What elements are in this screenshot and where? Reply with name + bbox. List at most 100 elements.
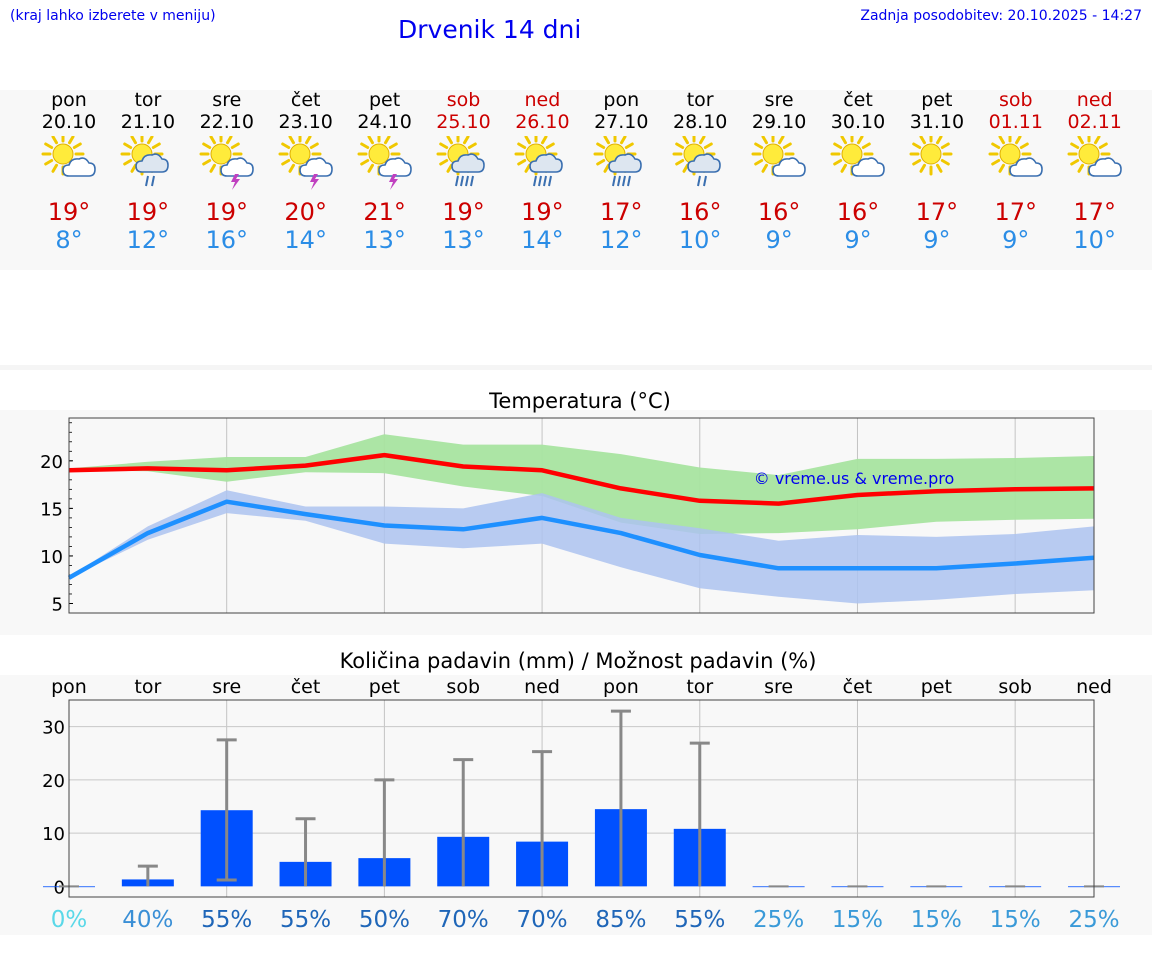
cloud-shape	[772, 157, 806, 177]
temperature-chart-title: Temperatura (°C)	[488, 389, 671, 413]
precip-probability: 55%	[201, 907, 252, 933]
divider	[0, 365, 1152, 370]
y-tick-label: 20	[42, 771, 65, 792]
day-name: pet	[921, 89, 953, 111]
day-date: 22.10	[199, 111, 254, 133]
min-temperature: 9°	[1002, 226, 1030, 254]
precip-day-label: čet	[843, 676, 873, 698]
last-update: Zadnja posodobitev: 20.10.2025 - 14:27	[860, 8, 1142, 24]
max-temperature: 19°	[521, 198, 564, 226]
day-date: 01.11	[988, 111, 1043, 133]
sun-cloud-icon	[818, 136, 898, 188]
day-name: sre	[212, 89, 242, 111]
cloud-shape	[62, 157, 96, 177]
max-temperature: 19°	[47, 198, 91, 226]
day-name: čet	[843, 89, 873, 111]
sun-shape	[909, 136, 953, 176]
precip-day-label: sre	[764, 676, 793, 698]
min-temp-line	[67, 499, 1095, 580]
precip-day-label: pet	[921, 676, 952, 698]
precip-day-label: sre	[212, 676, 241, 698]
sun-shape	[120, 136, 164, 176]
day-date: 20.10	[41, 111, 97, 133]
y-tick-label: 15	[40, 499, 63, 520]
sun-cloud-icon	[1055, 136, 1135, 188]
sun-cloud-rain-icon	[660, 136, 740, 188]
min-temperature: 10°	[678, 226, 722, 254]
plot-frame	[68, 699, 1095, 898]
day-date: 29.10	[751, 111, 807, 133]
max-temp-line	[68, 452, 1095, 506]
precip-probability: 50%	[359, 907, 410, 933]
y-tick-label: 10	[42, 824, 65, 845]
sun-cloud-heavy-rain-icon	[424, 136, 504, 188]
precip-probability: 70%	[517, 907, 568, 933]
min-temperature: 16°	[205, 226, 249, 254]
day-name: sob	[999, 89, 1033, 111]
precip-probability: 15%	[832, 907, 883, 933]
y-tick-label: 5	[52, 594, 63, 615]
precip-day-label: sob	[446, 676, 480, 698]
precipitation-chart-title: Količina padavin (mm) / Možnost padavin …	[340, 649, 817, 673]
day-name: ned	[1076, 89, 1113, 111]
max-temperature: 17°	[1073, 198, 1116, 226]
sun-cloud-rain-icon	[108, 136, 188, 188]
min-temperature: 14°	[284, 226, 327, 254]
max-temperature: 19°	[205, 198, 249, 226]
max-temperature: 20°	[284, 198, 327, 226]
max-temperature: 19°	[126, 198, 170, 226]
max-temperature: 17°	[600, 198, 643, 226]
day-name: sre	[764, 89, 794, 111]
cloud-shape	[377, 157, 412, 177]
max-temperature: 17°	[915, 198, 959, 226]
min-temperature: 14°	[521, 226, 564, 254]
precip-probability: 85%	[595, 907, 646, 933]
sun-cloud-heavy-rain-icon	[581, 136, 661, 188]
sun-cloud-icon	[29, 136, 109, 188]
day-date: 26.10	[515, 111, 570, 133]
sun-thunder-icon	[345, 136, 425, 190]
max-temperature: 16°	[678, 198, 722, 226]
sun-cloud-heavy-rain-icon	[502, 136, 582, 188]
page-title: Drvenik 14 dni	[398, 15, 582, 44]
watermark: © vreme.us & vreme.pro	[754, 469, 955, 488]
cloud-shape	[135, 153, 169, 173]
precip-probability: 40%	[122, 907, 173, 933]
day-date: 30.10	[830, 111, 886, 133]
min-temperature: 9°	[844, 226, 872, 254]
precip-day-label: čet	[291, 676, 321, 698]
precip-probability: 55%	[674, 907, 725, 933]
sun-cloud-icon	[976, 136, 1056, 188]
precip-probability: 0%	[51, 907, 88, 933]
precip-probability: 25%	[1068, 907, 1119, 933]
min-temperature: 12°	[600, 226, 643, 254]
day-date: 27.10	[594, 111, 649, 133]
precipitation-chart: Količina padavin (mm) / Možnost padavin …	[42, 649, 1120, 933]
min-temperature: 10°	[1073, 226, 1116, 254]
day-date: 28.10	[672, 111, 728, 133]
precip-probability: 70%	[438, 907, 489, 933]
cloud-shape	[851, 157, 885, 177]
day-date: 31.10	[909, 111, 965, 133]
precip-day-label: pet	[369, 676, 400, 698]
day-name: sob	[446, 89, 481, 111]
min-temperature: 8°	[55, 226, 83, 254]
min-temperature: 13°	[363, 226, 406, 254]
y-tick-label: 10	[40, 547, 63, 568]
cloud-shape	[608, 153, 643, 173]
day-name: ned	[524, 89, 561, 111]
sun-thunder-icon	[187, 136, 267, 190]
sun-thunder-icon	[266, 136, 346, 190]
max-temperature: 21°	[363, 198, 406, 226]
cloud-shape	[529, 153, 564, 173]
cloud-shape	[1087, 157, 1122, 177]
precip-day-label: ned	[524, 676, 560, 698]
plot-frame	[68, 417, 1095, 614]
cloud-shape	[298, 157, 333, 177]
precip-day-label: sob	[998, 676, 1032, 698]
precip-probability: 25%	[753, 907, 804, 933]
day-name: tor	[134, 89, 162, 111]
day-name: pon	[51, 89, 87, 111]
sun-icon	[897, 136, 977, 188]
day-name: tor	[686, 89, 714, 111]
